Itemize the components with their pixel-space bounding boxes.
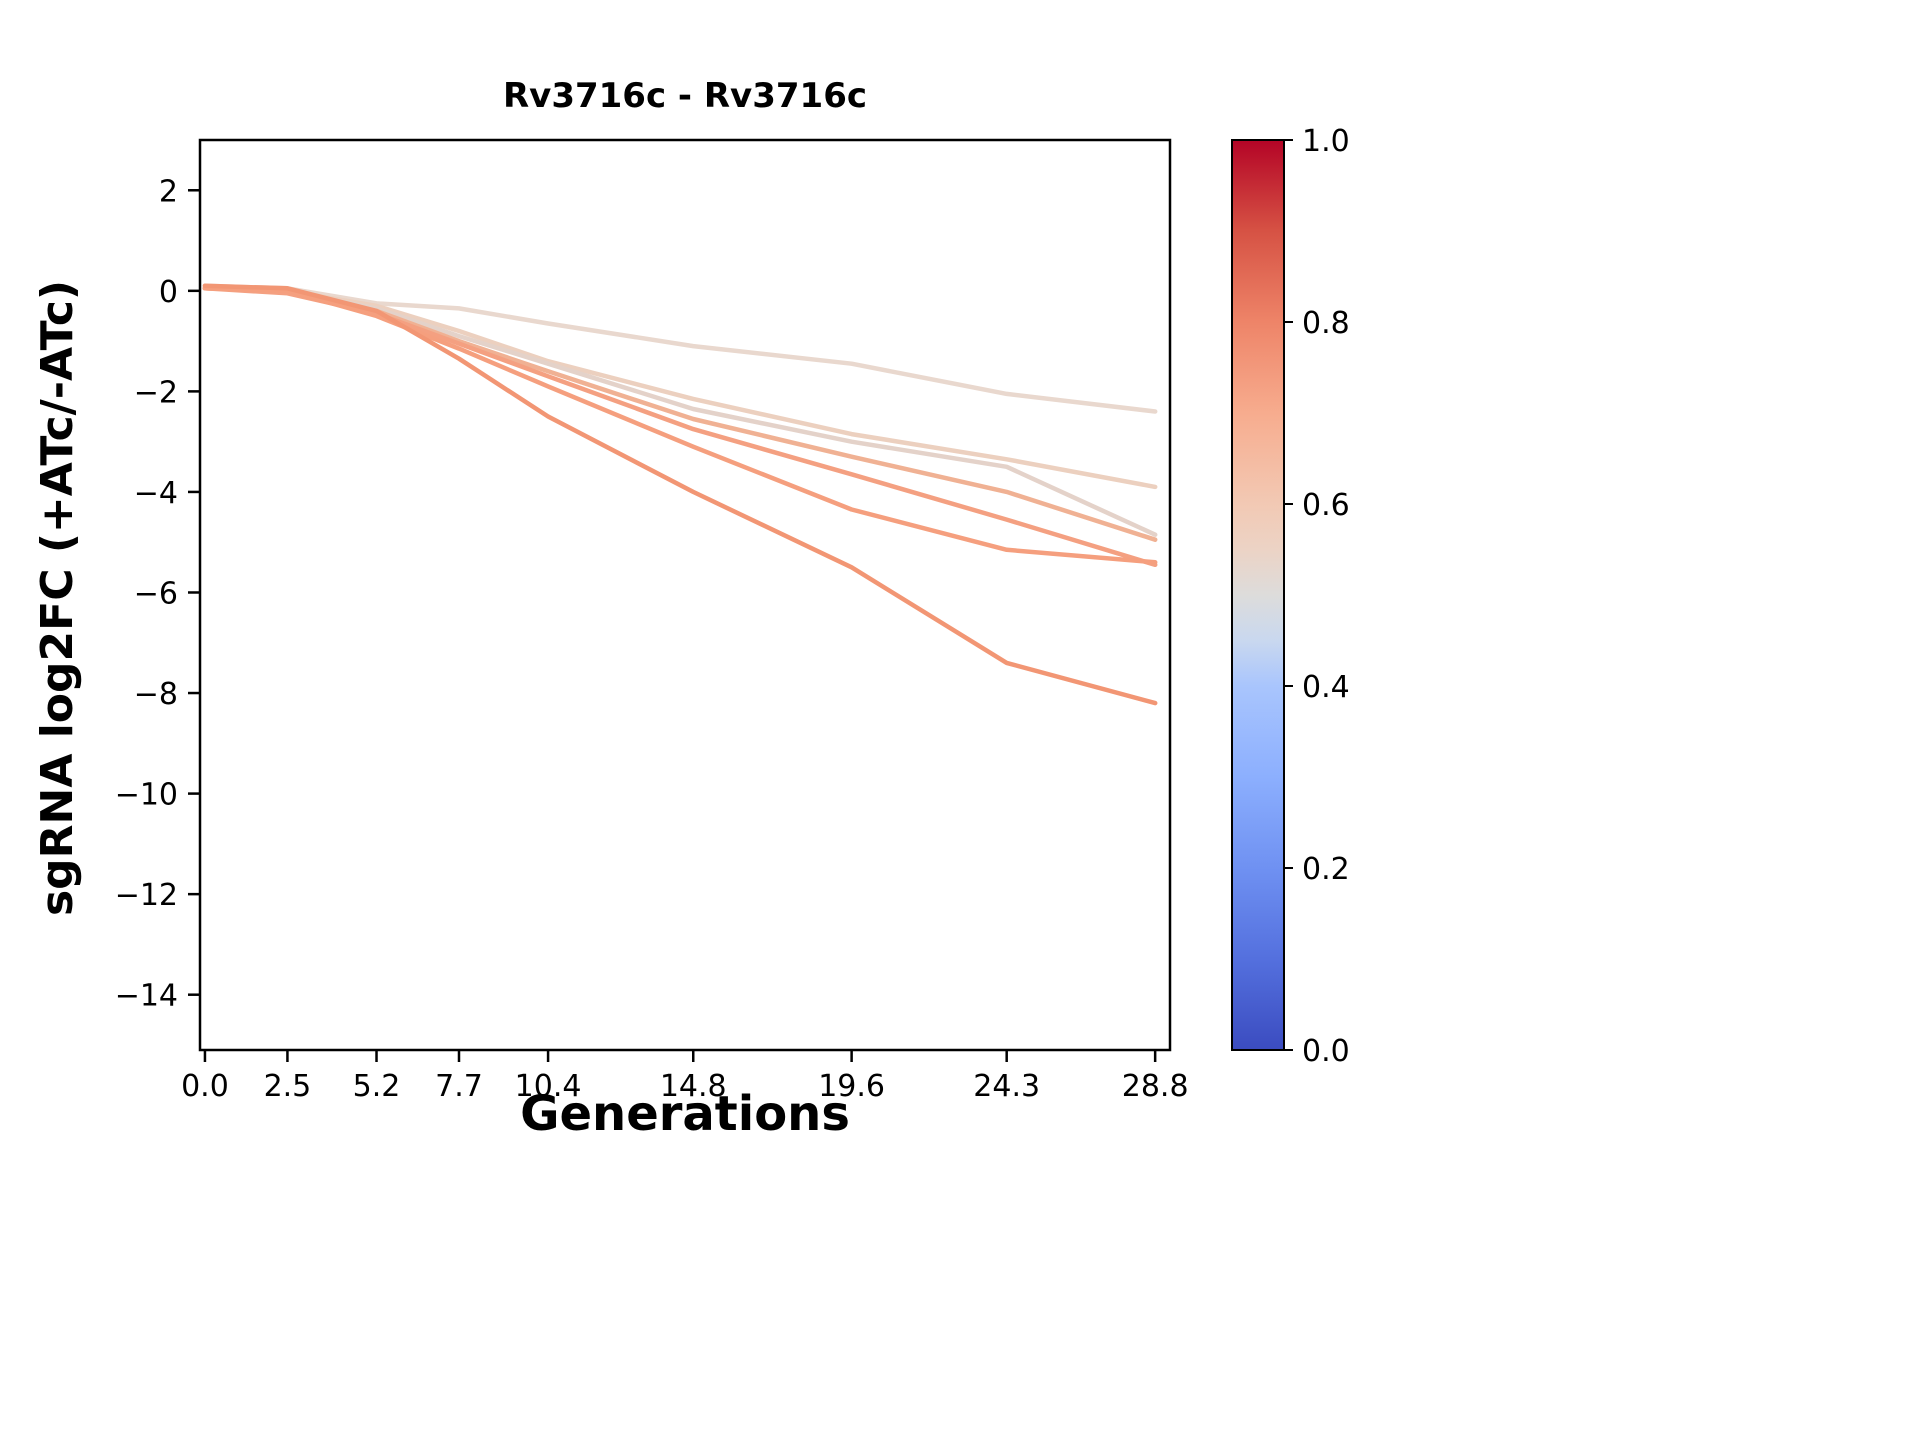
x-tick-label: 24.3 — [973, 1069, 1040, 1104]
y-tick-label: −6 — [134, 576, 178, 611]
x-tick-label: 14.8 — [660, 1069, 727, 1104]
x-tick-label: 7.7 — [435, 1069, 483, 1104]
plot-border — [198, 138, 1172, 1052]
y-tick-label: −8 — [134, 677, 178, 712]
series-line-1 — [202, 283, 1158, 414]
y-tick-label: 0 — [159, 275, 178, 310]
x-tick-label: 0.0 — [181, 1069, 229, 1104]
series-line-6 — [202, 286, 1158, 565]
y-tick-label: −14 — [115, 979, 178, 1014]
x-tick-label: 10.4 — [515, 1069, 582, 1104]
x-tick-label: 28.8 — [1122, 1069, 1189, 1104]
x-tick-label: 19.6 — [818, 1069, 885, 1104]
colorbar-tick-label: 0.2 — [1302, 852, 1350, 887]
colorbar-tick-label: 1.0 — [1302, 124, 1350, 159]
series-line-7 — [202, 283, 1158, 706]
x-tick-label: 2.5 — [264, 1069, 312, 1104]
colorbar-tick-label: 0.0 — [1302, 1034, 1350, 1069]
x-axis-label: Generations — [520, 1086, 850, 1142]
colorbar — [1231, 139, 1285, 1051]
y-tick-label: −2 — [134, 375, 178, 410]
y-tick-label: −12 — [115, 878, 178, 913]
colorbar-tick-label: 0.8 — [1302, 306, 1350, 341]
y-tick-label: 2 — [159, 174, 178, 209]
colorbar-tick-label: 0.6 — [1302, 488, 1350, 523]
plot-area — [200, 140, 1170, 1050]
y-tick-label: −10 — [115, 778, 178, 813]
y-tick-label: −4 — [134, 476, 178, 511]
x-tick-label: 5.2 — [353, 1069, 401, 1104]
chart-title: Rv3716c - Rv3716c — [502, 76, 868, 116]
colorbar-tick-label: 0.4 — [1302, 670, 1350, 705]
